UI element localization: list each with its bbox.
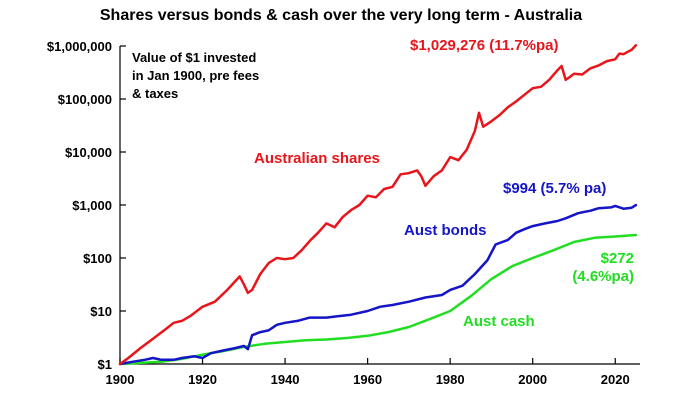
- x-tick-label: 1980: [436, 372, 465, 387]
- x-tick-label: 2000: [518, 372, 547, 387]
- series-lines: [118, 44, 638, 366]
- x-axis: 1900 1920 1940 1960 1980 2000 2020: [106, 358, 640, 387]
- annotation-note: Value of $1 invested in Jan 1900, pre fe…: [132, 50, 259, 101]
- y-tick-label: $1,000: [72, 198, 112, 213]
- series-line-shares: [118, 44, 638, 366]
- series-label-cash: Aust cash: [463, 313, 535, 330]
- x-tick-label: 1900: [106, 372, 135, 387]
- series-label-bonds: Aust bonds: [404, 222, 487, 239]
- y-tick-label: $100: [83, 251, 112, 266]
- end-label-bonds: $994 (5.7% pa): [503, 180, 606, 197]
- x-tick-label: 1920: [188, 372, 217, 387]
- y-tick-label: $10,000: [65, 145, 112, 160]
- series-labels: Australian shares $1,029,276 (11.7%pa) A…: [254, 37, 634, 330]
- note-line-1: Value of $1 invested: [132, 50, 256, 65]
- chart-title: Shares versus bonds & cash over the very…: [100, 7, 582, 24]
- y-tick-label: $1,000,000: [47, 39, 112, 54]
- y-tick-label: $1: [98, 357, 112, 372]
- end-label-cash-line-2: (4.6%pa): [572, 268, 634, 285]
- y-axis: $1 $10 $100 $1,000 $10,000 $100,000 $1,000,000: [47, 39, 126, 372]
- note-line-3: & taxes: [132, 86, 178, 101]
- series-label-shares: Australian shares: [254, 150, 380, 167]
- series-line-cash: [118, 233, 638, 366]
- end-label-cash-line-1: $272: [601, 250, 634, 267]
- end-label-shares: $1,029,276 (11.7%pa): [410, 37, 558, 54]
- x-tick-label: 2020: [601, 372, 630, 387]
- y-tick-label: $100,000: [58, 92, 112, 107]
- y-tick-label: $10: [90, 304, 112, 319]
- note-line-2: in Jan 1900, pre fees: [132, 68, 259, 83]
- x-tick-label: 1940: [271, 372, 300, 387]
- x-tick-label: 1960: [353, 372, 382, 387]
- series-line-bonds: [118, 203, 638, 366]
